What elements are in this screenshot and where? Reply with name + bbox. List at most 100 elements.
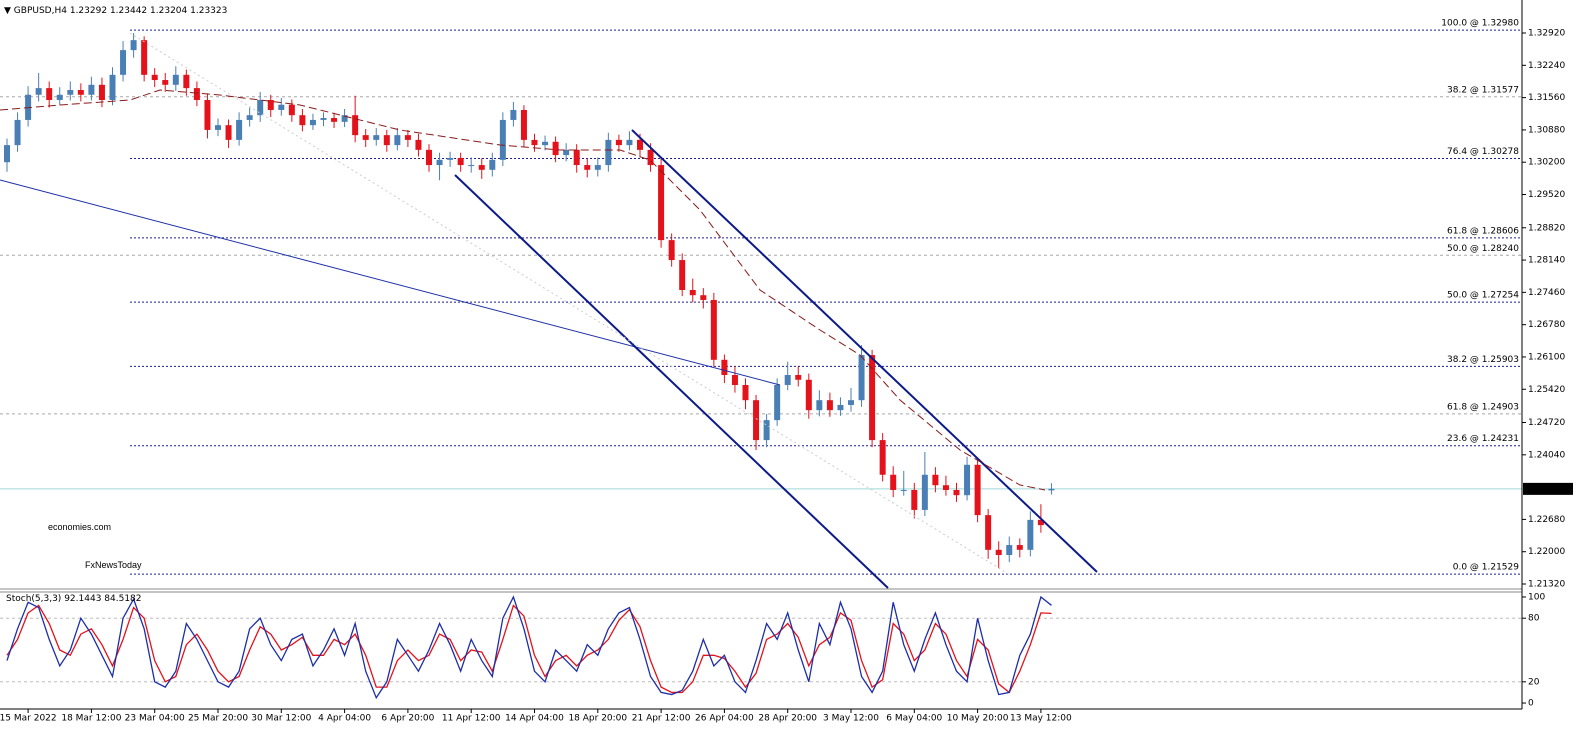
price-panel: 1.32920 1.32240 1.31560 1.30880 1.30200 1.295…: [0, 19, 1573, 590]
candle-body: [1048, 488, 1055, 491]
candle-body: [215, 125, 221, 130]
stoch-line: [6, 595, 1052, 700]
candle-body: [900, 489, 907, 491]
candle-body: [426, 149, 432, 166]
candle-body: [689, 289, 696, 296]
candle-body: [352, 115, 359, 136]
candle-body: [531, 139, 538, 146]
x-tick-label: 6 May 04:00: [886, 714, 942, 724]
x-tick-label: 4 Apr 04:00: [318, 714, 371, 724]
watermark: economies.com FxNewsToday: [48, 522, 142, 570]
candle-body: [225, 125, 232, 140]
candle-body: [784, 375, 791, 385]
candle-body: [468, 165, 475, 167]
candle-body: [869, 355, 876, 441]
candle-body: [246, 115, 253, 120]
x-tick-label: 25 Mar 20:00: [188, 714, 248, 724]
candle-body: [478, 165, 485, 170]
candle-body: [1016, 545, 1023, 550]
candle-body: [942, 485, 949, 490]
x-tick-label: 23 Mar 04:00: [125, 714, 185, 724]
candle-body: [615, 139, 622, 146]
candle-body: [67, 90, 74, 95]
y-tick-label: 0: [1528, 699, 1534, 709]
candle-body: [710, 299, 717, 360]
candle-body: [1037, 519, 1044, 526]
candle-body: [584, 165, 591, 170]
candle-body: [753, 400, 760, 441]
x-tick-label: 26 Apr 04:00: [695, 714, 754, 724]
candle-body: [56, 94, 63, 100]
fib-level-label: 61.8 @ 1.28606: [1447, 226, 1519, 236]
candle-body: [404, 135, 411, 140]
candle-body: [77, 90, 84, 95]
candle-body: [151, 74, 158, 81]
chart-header: ▼ GBPUSD,H4 1.23292 1.23442 1.23204 1.23…: [4, 6, 227, 16]
candle-body: [447, 157, 454, 160]
candle-body: [520, 109, 527, 140]
moving-average: [0, 89, 1046, 491]
current-price-box: [1523, 482, 1573, 495]
last-close: 1.23323: [190, 6, 227, 16]
candle-body: [1027, 519, 1034, 550]
candle-body: [605, 139, 612, 166]
candle-body: [985, 515, 992, 550]
candle-body: [236, 119, 243, 140]
candle-body: [120, 50, 127, 75]
candle-body: [995, 549, 1002, 556]
candle-body: [257, 99, 264, 116]
y-tick-label: 100: [1528, 592, 1545, 602]
fib-level-label: 76.4 @ 1.30278: [1447, 147, 1519, 157]
candle-body: [848, 400, 854, 405]
channel-line: [454, 174, 889, 589]
indicator-title: Stoch(5,3,3): [6, 594, 61, 604]
candle-body: [46, 88, 53, 100]
y-tick-label: 1.30880: [1528, 125, 1565, 135]
x-tick-label: 6 Apr 20:00: [381, 714, 434, 724]
candle-body: [626, 139, 633, 146]
candle-body: [299, 115, 306, 126]
x-tick-label: 3 May 12:00: [823, 714, 879, 724]
candle-body: [436, 159, 443, 166]
candle-body: [204, 99, 211, 130]
candle-body: [774, 384, 781, 421]
d-value: 84.5182: [104, 594, 141, 604]
x-tick-label: 30 Mar 12:00: [251, 714, 311, 724]
y-tick-label: 20: [1528, 677, 1540, 687]
x-tick-label: 11 Apr 12:00: [442, 714, 501, 724]
candle-body: [35, 88, 42, 95]
candle-body: [763, 420, 770, 441]
fib-level-label: 0.0 @ 1.21529: [1453, 563, 1520, 573]
candle-body: [658, 165, 665, 241]
candle-body: [911, 489, 918, 510]
y-tick-label: 1.22000: [1528, 547, 1565, 557]
fib-level-label: 23.6 @ 1.24231: [1447, 434, 1519, 444]
watermark-text: FxNewsToday: [85, 560, 142, 570]
candle-body: [932, 474, 939, 486]
y-tick-label: 1.29520: [1528, 190, 1565, 200]
y-tick-label: 1.25420: [1528, 385, 1565, 395]
candle-body: [1006, 545, 1013, 556]
candle-body: [858, 355, 865, 401]
candle-body: [890, 474, 897, 490]
stoch-line: [6, 604, 1052, 694]
y-tick-label: 1.22680: [1528, 515, 1565, 525]
candle-body: [563, 149, 570, 156]
candle-body: [921, 474, 928, 510]
candle-body: [795, 375, 802, 380]
candle-body: [816, 400, 823, 411]
y-tick-label: 1.32240: [1528, 61, 1565, 71]
candle-body: [88, 84, 95, 95]
candle-body: [721, 359, 728, 376]
candle-body: [362, 135, 369, 140]
x-tick-label: 18 Apr 20:00: [568, 714, 627, 724]
x-tick-label: 18 Mar 12:00: [61, 714, 121, 724]
last-high: 1.23442: [110, 6, 147, 16]
candle-body: [879, 440, 886, 475]
fib-diagonal: [129, 32, 1011, 576]
fib-level-label: 50.0 @ 1.27254: [1447, 291, 1519, 301]
y-tick-label: 80: [1528, 614, 1540, 624]
y-tick-label: 1.26100: [1528, 352, 1565, 362]
trend-lines: [0, 32, 1098, 589]
